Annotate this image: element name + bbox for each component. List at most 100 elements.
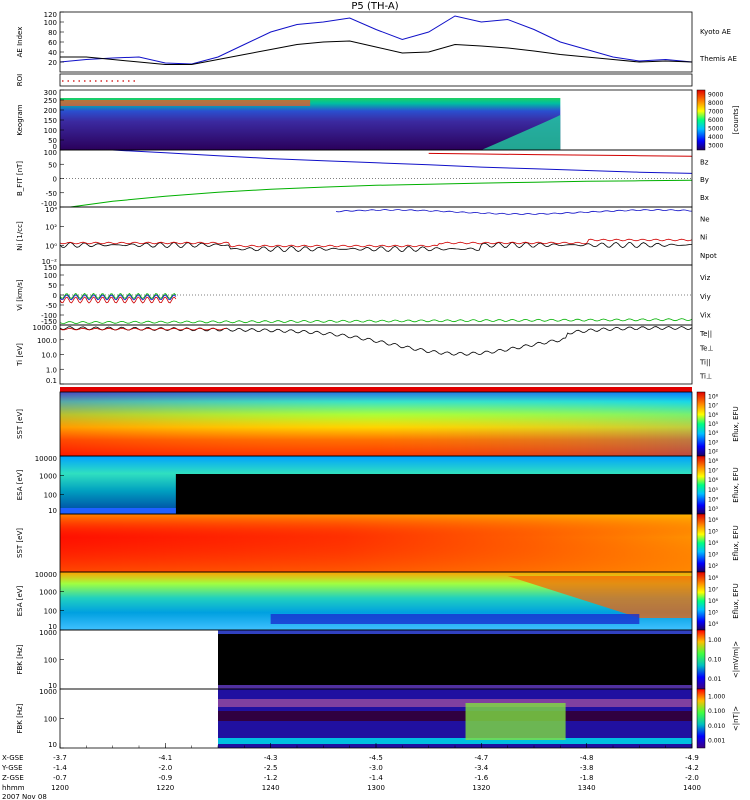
temperature-ytick: 0.1 <box>46 377 57 385</box>
keogram-ytick: 100 <box>44 127 57 135</box>
density-ylabel: Ni [1/cc] <box>16 221 24 251</box>
sst-i-colorbar <box>696 513 706 573</box>
fbk-b-band-3 <box>218 738 692 744</box>
sst_e-colorbar-tick: 10⁵ <box>708 421 719 428</box>
keogram-colorbar-tick: 5000 <box>708 126 723 133</box>
ephemeris-y-gse-value: -3.4 <box>474 764 488 772</box>
keogram-aurora-band <box>60 100 311 106</box>
ephemeris-x-gse-value: -4.1 <box>158 754 172 762</box>
fbk_b-ytick: 100 <box>44 716 57 724</box>
fbk-b-colorbar <box>696 688 706 749</box>
fbk_e-ytick: 100 <box>44 657 57 665</box>
esa-e-dark-region <box>175 474 692 514</box>
keogram-bright-region <box>481 115 561 150</box>
keogram-colorbar <box>696 89 706 151</box>
ephemeris-y-gse-label: Y-GSE <box>1 764 23 772</box>
keogram-colorbar-tick: 9000 <box>708 91 723 98</box>
bfield-series-bz <box>428 152 693 157</box>
temperature-ytick: 1.0 <box>46 366 57 374</box>
bfield-ytick: -50 <box>46 190 57 198</box>
density-ytick: 10² <box>45 223 57 231</box>
chart-title: P5 (TH-A) <box>351 1 398 12</box>
ephemeris-y-gse-value: -1.4 <box>53 764 67 772</box>
velocity-ytick: 150 <box>44 264 57 272</box>
keogram-ytick: 250 <box>44 97 57 105</box>
bfield-legend-bz: Bz <box>700 158 709 166</box>
ephemeris-y-gse-value: -3.0 <box>369 764 383 772</box>
fbk_b-ytick: 1000 <box>39 688 57 696</box>
esa_i-colorbar-label: Eflux, EFU <box>732 583 740 618</box>
esa_i-ylabel: ESA [eV] <box>16 585 24 616</box>
keogram-ytick: 50 <box>48 137 57 145</box>
sst-i-shading <box>60 514 692 572</box>
ae-ytick: 100 <box>44 19 57 27</box>
esa_e-ytick: 100 <box>44 492 57 500</box>
sst_e-colorbar-tick: 10⁸ <box>708 394 719 401</box>
velocity-legend-vix: Vix <box>700 312 711 320</box>
fbk_b-colorbar-label: <|nT|> <box>732 706 740 731</box>
keogram-colorbar-tick: 8000 <box>708 100 723 107</box>
temperature-legend-ti: Ti⊥ <box>699 372 712 380</box>
esa_i-colorbar-tick: 10⁸ <box>708 575 719 582</box>
fbk_e-ytick: 1000 <box>39 629 57 637</box>
fbk_e-ylabel: FBK [Hz] <box>16 644 24 674</box>
x-tick-label: 1300 <box>367 784 385 792</box>
x-tick-label: 1400 <box>683 784 701 792</box>
fbk_e-colorbar-tick: 0.10 <box>708 657 722 664</box>
density-legend-ne: Ne <box>700 216 710 224</box>
ae-series-kyotoae <box>59 15 693 65</box>
fbk_e-colorbar-tick: 0.01 <box>708 676 722 683</box>
esa_i-ytick: 10000 <box>35 571 57 579</box>
keogram-image <box>60 98 561 150</box>
esa-e-colorbar <box>696 455 706 515</box>
fbk-b-band-1 <box>218 699 692 707</box>
velocity-ytick: -150 <box>41 318 57 326</box>
fbk_b-colorbar-tick: 0.100 <box>708 708 725 715</box>
ae-legend-kyotoae: Kyoto AE <box>700 28 731 36</box>
velocity-ytick: 50 <box>48 282 57 290</box>
esa_e-colorbar-tick: 10⁸ <box>708 458 719 465</box>
esa_i-colorbar-tick: 10⁶ <box>708 598 719 605</box>
fbk_b-colorbar-tick: 0.010 <box>708 723 725 730</box>
keogram-ytick: 0 <box>53 143 57 151</box>
ephemeris-z-gse-value: -1.8 <box>580 774 594 782</box>
bfield-ylabel: B_FIT [nT] <box>16 161 24 196</box>
bfield-ytick: -100 <box>41 200 57 208</box>
esa-i-low-band <box>270 614 640 624</box>
ephemeris-x-gse-label: X-GSE <box>2 754 24 762</box>
ephemeris-x-gse-value: -4.8 <box>580 754 594 762</box>
ae-ytick: 80 <box>48 29 57 37</box>
temperature-legend-te: Te|| <box>699 330 712 338</box>
fbk-b-burst <box>465 703 566 740</box>
density-legend-ni: Ni <box>700 234 707 242</box>
temperature-ytick: 100.0 <box>37 337 57 345</box>
sst_e-colorbar-tick: 10⁷ <box>708 403 719 410</box>
keogram-colorbar-tick: 3000 <box>708 143 723 150</box>
esa-i-colorbar <box>696 571 706 631</box>
fbk_e-colorbar-tick: 1.00 <box>708 637 722 644</box>
density-series-ne <box>59 238 693 248</box>
velocity-ytick: 100 <box>44 272 57 280</box>
bfield-ytick: 0 <box>53 176 57 184</box>
density-ytick: 10⁻² <box>42 258 58 266</box>
sst_i-colorbar-tick: 10⁶ <box>708 517 719 524</box>
ephemeris-z-gse-label: Z-GSE <box>2 774 24 782</box>
temperature-series-tiparallel <box>59 318 693 324</box>
density-legend-npot: Npot <box>700 252 717 260</box>
fbk-e-spectrogram <box>218 633 692 686</box>
temperature-ylabel: Ti [eV] <box>16 343 24 367</box>
roi-frame <box>59 73 693 87</box>
velocity-legend-viy: Viy <box>700 293 711 301</box>
ephemeris-z-gse-value: -2.0 <box>685 774 699 782</box>
esa_i-colorbar-tick: 10⁵ <box>708 610 719 617</box>
density-ytick: 10⁴ <box>45 206 57 214</box>
ephemeris-y-gse-value: -3.8 <box>580 764 594 772</box>
x-tick-label: 1340 <box>578 784 596 792</box>
keogram-colorbar-label: [counts] <box>732 105 740 134</box>
sst_e-colorbar-tick: 10⁶ <box>708 412 719 419</box>
density-ytick: 10⁰ <box>45 243 57 251</box>
esa_i-colorbar-tick: 10⁴ <box>708 621 719 628</box>
sst_i-colorbar-tick: 10³ <box>708 552 719 559</box>
esa_e-colorbar-label: Eflux, EFU <box>732 467 740 502</box>
velocity-ytick: -100 <box>41 312 57 320</box>
